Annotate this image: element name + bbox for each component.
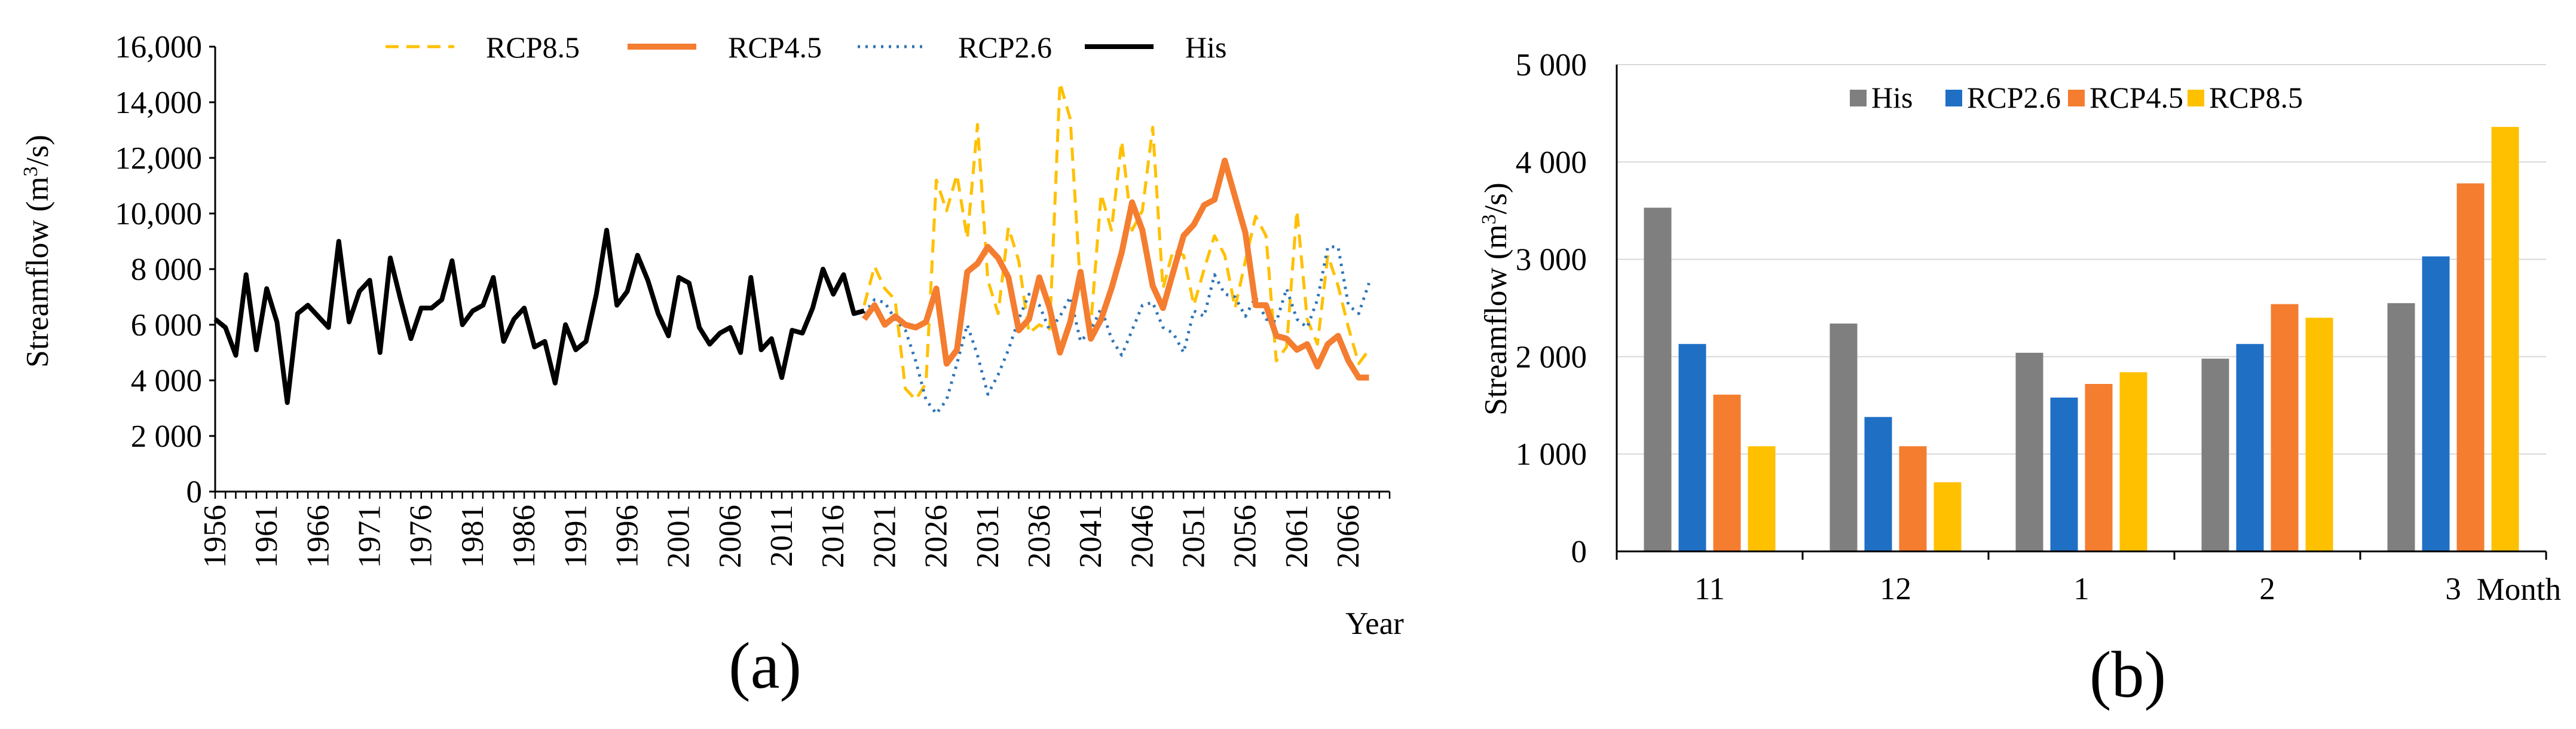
chart-a-y-tick-labels: 0 2 000 4 000 6 000 8 000 10,000 12,000 14,000 1… [115,30,202,510]
chart-a-legend-label-rcp2-6: RCP2.6 [958,30,1052,64]
chart-b-axes [1616,65,2547,560]
chart-b-y-tick-labels: 0 1 000 2 000 3 000 4 000 5 000 [1516,48,1587,569]
chart-b-bar-rcp2-6-11 [1678,344,1706,551]
chart-a-x-tick-label: 2051 [1177,505,1211,568]
chart-a-x-tick-label: 2046 [1125,505,1159,568]
chart-b-y-tick-label: 2 000 [1516,340,1587,374]
chart-a-y-tick-label: 4 000 [131,364,202,398]
chart-b-y-tick-label: 4 000 [1516,145,1587,180]
chart-a-y-tick-label: 10,000 [115,197,202,231]
chart-a-x-tick-label: 2006 [713,505,748,568]
chart-b-panel-label: (b) [2089,638,2166,711]
chart-a-x-tick-label: 2036 [1022,505,1057,568]
chart-b-legend: His RCP2.6 RCP4.5 RCP8.5 [1850,81,2303,114]
chart-a-x-tick-label: 2011 [764,505,799,567]
chart-b-bar-rcp2-6-2 [2236,344,2264,551]
chart-a-x-tick-label: 1956 [198,505,232,568]
chart-b-y-tick-label: 3 000 [1516,243,1587,277]
chart-a-axes [209,45,1391,499]
chart-b-x-tick-label: 12 [1880,572,1911,606]
chart-a-x-tick-label: 2061 [1280,505,1314,568]
chart-b-legend-label-his: His [1871,81,1913,114]
chart-b-y-tick-label: 5 000 [1516,48,1587,83]
chart-a-x-tick-label: 2041 [1073,505,1108,568]
chart-a-series [213,81,1370,416]
chart-a-x-tick-label: 1986 [507,505,541,568]
chart-a-y-tick-label: 0 [186,475,203,510]
chart-b-bar-rcp4-5-12 [1899,446,1927,551]
chart-a-x-tick-label: 2066 [1331,505,1366,568]
chart-b-legend-swatch-his [1850,90,1867,106]
chart-a-x-tick-label: 1966 [301,505,335,568]
chart-a: 0 2 000 4 000 6 000 8 000 10,000 12,000 14,000 1… [20,30,1405,702]
chart-a-series-rcp8-5-line [862,81,1370,401]
chart-a-x-tick-labels: 1956 1961 1966 1971 1976 1981 1986 1991 1996 2001… [198,505,1366,568]
chart-a-legend-label-rcp4-5: RCP4.5 [728,30,822,64]
chart-a-x-tick-label: 2016 [816,505,850,568]
chart-b-bar-rcp4-5-11 [1713,394,1741,551]
chart-b-bar-rcp2-6-12 [1864,417,1892,551]
chart-a-series-rcp2-6-line [862,245,1370,416]
chart-b-x-tick-label: 2 [2259,572,2275,606]
chart-b-bar-rcp8-5-12 [1933,482,1962,551]
chart-b-bar-his-11 [1644,208,1672,551]
chart-b-bar-rcp8-5-3 [2491,127,2519,551]
chart-b-bar-his-3 [2387,303,2415,551]
chart-a-legend-label-his: His [1185,30,1226,64]
chart-b-bar-rcp4-5-2 [2271,304,2299,551]
chart-b-legend-label-rcp4-5: RCP4.5 [2089,81,2183,114]
chart-b-legend-label-rcp2-6: RCP2.6 [1967,81,2061,114]
chart-b-y-axis-label: Streamflow (m3/s) [1478,182,1514,415]
chart-a-y-tick-label: 16,000 [115,30,202,65]
chart-a-y-tick-label: 12,000 [115,141,202,176]
chart-a-x-tick-label: 2001 [662,505,696,568]
chart-b-bar-rcp8-5-2 [2305,318,2333,551]
chart-b-x-tick-label: 1 [2073,572,2089,606]
chart-b-legend-label-rcp8-5: RCP8.5 [2209,81,2303,114]
chart-b-bar-his-2 [2201,358,2229,551]
chart-b-bars [1644,127,2519,552]
chart-a-x-tick-label: 1971 [353,505,387,568]
chart-a-x-tick-label: 1961 [249,505,284,568]
chart-a-x-tick-label: 2056 [1228,505,1263,568]
chart-a-x-tick-label: 1981 [455,505,490,568]
chart-b-x-axis-label: Month [2477,572,2561,607]
chart-b-bar-rcp8-5-11 [1748,446,1776,551]
chart-a-x-axis-label: Year [1345,606,1404,641]
chart-b-x-tick-label: 11 [1694,572,1725,606]
chart-b-y-tick-label: 1 000 [1516,437,1587,472]
chart-a-x-tick-label: 2026 [919,505,954,568]
chart-b-bar-his-12 [1829,324,1858,551]
chart-a-series-his-line [213,227,865,405]
chart-b-bar-rcp4-5-3 [2456,183,2485,552]
chart-a-x-tick-label: 1996 [610,505,644,568]
chart-a-legend: RCP8.5 RCP4.5 RCP2.6 His [386,30,1226,64]
chart-a-y-tick-label: 8 000 [131,252,202,287]
chart-a-y-tick-label: 6 000 [131,308,202,343]
chart-b-x-tick-label: 3 [2445,572,2461,606]
chart-b-x-tick-labels: 11 12 1 2 3 [1694,572,2461,606]
chart-a-y-tick-label: 14,000 [115,86,202,120]
chart-b-bar-his-1 [2015,352,2043,551]
chart-a-x-tick-label: 2031 [971,505,1005,568]
chart-b-y-tick-label: 0 [1571,535,1587,569]
chart-a-x-tick-label: 1991 [558,505,593,568]
chart-b-bar-rcp8-5-1 [2119,372,2147,551]
chart-b-bar-rcp2-6-3 [2422,256,2450,551]
chart-b-bar-rcp4-5-1 [2085,384,2113,551]
chart-a-x-tick-label: 2021 [867,505,902,568]
chart-a-y-tick-label: 2 000 [131,419,202,454]
chart-a-y-axis-label: Streamflow (m3/s) [20,135,56,367]
chart-a-x-tick-label: 1976 [404,505,439,568]
chart-a-series-rcp4-5-line [861,157,1369,381]
chart-b-legend-swatch-rcp2-6 [1945,90,1962,106]
chart-b-legend-swatch-rcp4-5 [2068,90,2085,106]
chart-b-bar-rcp2-6-1 [2050,397,2078,551]
chart-a-panel-label: (a) [729,629,801,702]
chart-a-legend-label-rcp8-5: RCP8.5 [486,30,580,64]
chart-b-legend-swatch-rcp8-5 [2188,90,2204,106]
